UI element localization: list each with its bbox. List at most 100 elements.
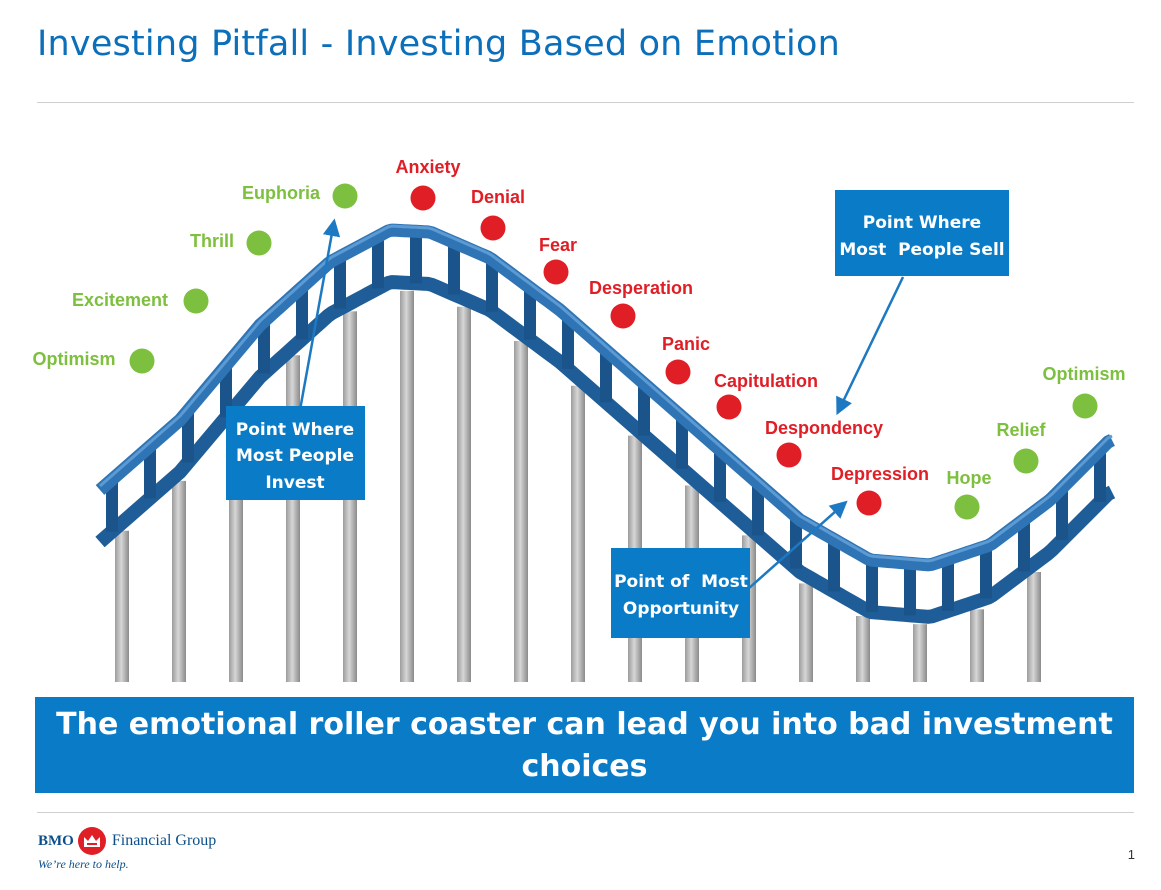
emotion-label: Depression	[831, 464, 929, 484]
logo-group-text: Financial Group	[111, 832, 217, 849]
emotion-label: Thrill	[190, 231, 234, 251]
emotion-label: Euphoria	[242, 183, 321, 203]
emotion-label: Denial	[471, 187, 525, 207]
track-tie	[638, 385, 650, 436]
coaster-track	[95, 223, 1116, 624]
support-pillar	[799, 583, 813, 682]
support-pillar	[115, 530, 129, 682]
callout-invest-line: Point Where	[236, 420, 354, 440]
emotion-dot-negative	[856, 490, 882, 516]
track-tie	[866, 562, 878, 613]
track-tie	[144, 448, 156, 499]
track-tie	[486, 261, 498, 312]
support-pillar	[286, 355, 300, 682]
sell-arrow	[836, 276, 905, 416]
emotion-dot-negative	[610, 303, 636, 329]
emotion-dot-positive	[954, 494, 980, 520]
callout-boxes: Point Where Most People Invest Point Whe…	[226, 190, 1009, 638]
track-tie	[1056, 490, 1068, 540]
banner-line-2: – don’t get on.	[461, 791, 708, 826]
callout-invest-line: Most People	[236, 446, 354, 466]
emotion-label: Relief	[996, 420, 1046, 440]
track-tie	[714, 452, 726, 502]
support-pillar	[172, 480, 186, 682]
logo-tagline: We’re here to help.	[38, 857, 129, 871]
emotion-label: Despondency	[765, 418, 883, 438]
track-tie	[980, 548, 992, 599]
emotion-dot-negative	[543, 259, 569, 285]
emotion-dot-positive	[332, 183, 358, 209]
emotion-dot-positive	[246, 230, 272, 256]
emotion-dot-negative	[410, 185, 436, 211]
track-tie	[1018, 521, 1030, 572]
track-tie	[296, 289, 308, 340]
emotion-dot-negative	[716, 394, 742, 420]
track-tie	[334, 258, 346, 309]
emotion-label: Anxiety	[395, 157, 460, 177]
track-tie	[258, 323, 270, 374]
track-tie	[600, 352, 612, 403]
support-pillar	[514, 341, 528, 682]
emotion-label: Panic	[662, 334, 710, 354]
emotion-dot-negative	[665, 359, 691, 385]
callout-opportunity-line: Opportunity	[623, 599, 739, 619]
track-tie	[1094, 452, 1106, 502]
track-tie	[448, 244, 460, 295]
emotion-label: Fear	[539, 235, 577, 255]
title-divider	[37, 102, 1134, 103]
callout-sell-line: Most People Sell	[839, 240, 1004, 260]
callout-invest-line: Invest	[265, 473, 324, 493]
emotion-markers	[129, 183, 1098, 520]
callout-sell-line: Point Where	[863, 213, 981, 233]
invest-arrow	[298, 218, 341, 411]
emotion-dot-positive	[129, 348, 155, 374]
callout-sell: Point Where Most People Sell	[835, 190, 1009, 276]
track-tie	[220, 367, 232, 418]
emotion-label: Capitulation	[714, 371, 818, 391]
track-tie	[676, 418, 688, 469]
bmo-logo: BMO Financial Group We’re here to help.	[38, 827, 216, 872]
message-banner: The emotional roller coaster can lead yo…	[35, 697, 1134, 826]
support-pillar	[1027, 572, 1041, 682]
track-tie	[410, 233, 422, 284]
emotion-dot-positive	[183, 288, 209, 314]
track-tie	[524, 289, 536, 340]
callout-opportunity-line: Point of Most	[614, 572, 748, 592]
track-tie	[372, 238, 384, 289]
emotion-dot-positive	[1013, 448, 1039, 474]
callout-arrows	[298, 218, 905, 590]
emotion-label: Desperation	[589, 278, 693, 298]
track-tie	[942, 561, 954, 611]
track-tie	[790, 518, 802, 569]
emotion-label: Hope	[947, 468, 992, 488]
bmo-roundel-icon	[77, 827, 106, 855]
track-tie	[562, 319, 574, 369]
emotion-labels: Optimism Excitement Thrill Euphoria Anxiety D…	[32, 157, 1125, 488]
emotion-label: Optimism	[32, 349, 115, 369]
emotion-dot-negative	[480, 215, 506, 241]
callout-invest: Point Where Most People Invest	[226, 406, 365, 500]
roller-coaster-diagram: Optimism Excitement Thrill Euphoria Anxiety D…	[32, 157, 1126, 682]
emotion-dot-negative	[776, 442, 802, 468]
page-number: 1	[1127, 847, 1135, 862]
support-pillar	[970, 609, 984, 682]
support-pillar	[913, 624, 927, 682]
rail-highlight	[99, 224, 1113, 563]
track-tie	[828, 541, 840, 592]
opportunity-arrow	[747, 500, 848, 590]
track-tie	[106, 481, 118, 532]
track-tie	[752, 485, 764, 536]
support-pillar	[571, 385, 585, 682]
callout-opportunity: Point of Most Opportunity	[611, 548, 750, 638]
track-tie	[182, 412, 194, 463]
page-title: Investing Pitfall - Investing Based on E…	[37, 24, 840, 64]
emotion-label: Optimism	[1042, 364, 1125, 384]
logo-bmo-text: BMO	[38, 832, 74, 849]
track-tie	[904, 565, 916, 616]
footer-divider	[37, 812, 1134, 813]
banner-line-1: The emotional roller coaster can lead yo…	[56, 707, 1113, 784]
support-pillar	[856, 616, 870, 682]
support-pillar	[400, 290, 414, 682]
emotion-dot-positive	[1072, 393, 1098, 419]
emotion-label: Excitement	[72, 290, 168, 310]
